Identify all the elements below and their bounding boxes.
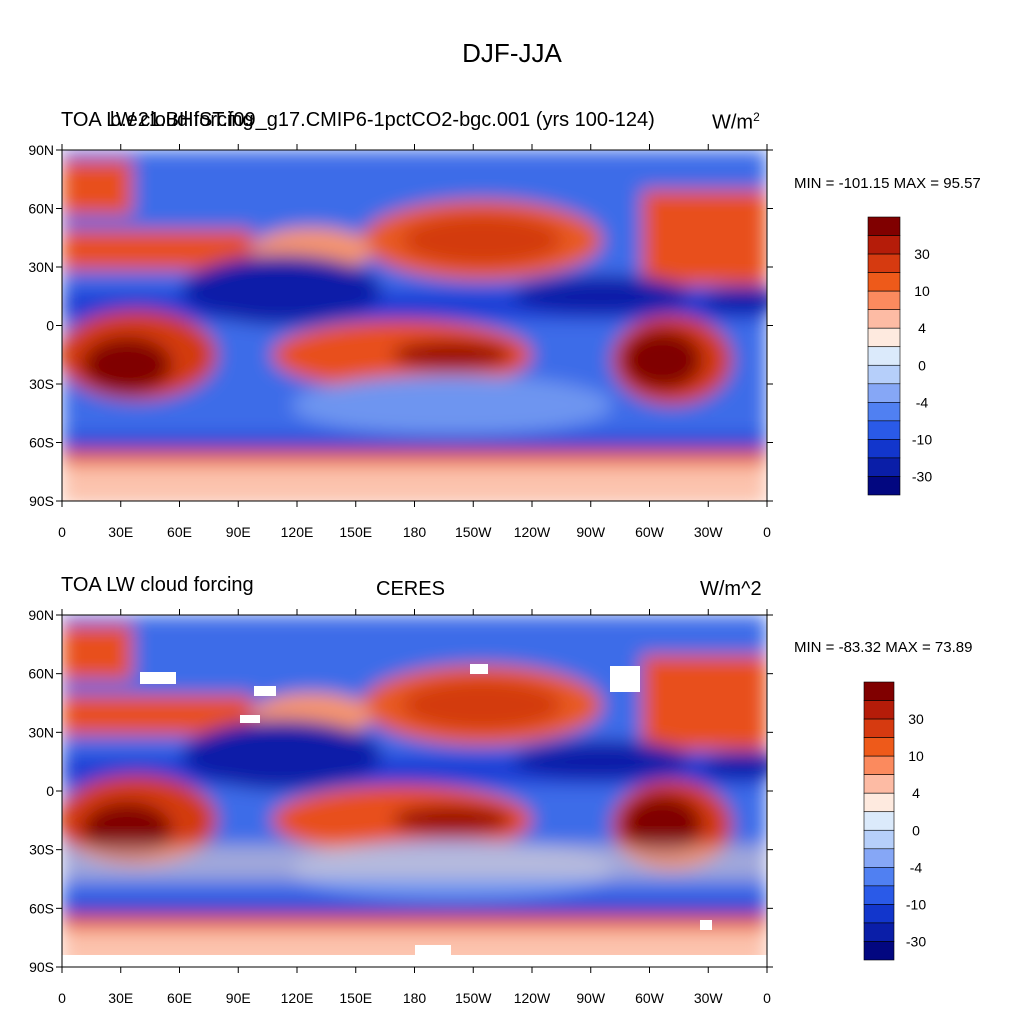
lon-tick-label: 30W (694, 990, 724, 1006)
panel1-left-title: TOA LW cloud forcing (61, 109, 254, 131)
lon-tick-label: 90W (576, 524, 606, 540)
lat-tick-label: 30N (28, 724, 54, 740)
figure-title: DJF-JJA (462, 38, 562, 68)
lon-tick-label: 120W (514, 990, 551, 1006)
panel2-map (62, 615, 767, 967)
colorbar-swatch (867, 290, 901, 310)
colorbar-swatch (867, 364, 901, 385)
lon-tick-label: 120E (281, 990, 314, 1006)
lat-tick-label: 60N (28, 201, 54, 217)
lon-tick-label: 150E (339, 524, 372, 540)
colorbar-label: 10 (914, 283, 930, 299)
colorbar-swatch (863, 867, 895, 887)
panel2-min-max: MIN = -83.32 MAX = 73.89 (794, 639, 973, 656)
lat-tick-label: 60N (28, 666, 54, 682)
lat-tick-label: 90S (29, 493, 54, 509)
colorbar-swatch (863, 737, 895, 757)
lon-tick-label: 150W (455, 990, 492, 1006)
lat-tick-label: 0 (46, 783, 54, 799)
lon-tick-label: 60E (167, 990, 192, 1006)
colorbar-swatch (867, 457, 901, 477)
lon-tick-label: 180 (403, 524, 427, 540)
lon-tick-label: 0 (58, 524, 66, 540)
colorbar-swatch (867, 383, 901, 403)
lon-tick-label: 150W (455, 524, 492, 540)
lon-tick-label: 60E (167, 524, 192, 540)
colorbar-swatch (863, 922, 895, 942)
lon-tick-label: 30W (694, 524, 724, 540)
colorbar-swatch (863, 904, 895, 924)
panel2-center-title: CERES (376, 578, 445, 600)
colorbar-swatch (863, 941, 895, 961)
colorbar-swatch (867, 327, 901, 348)
colorbar-swatch (867, 309, 901, 329)
colorbar-swatch (863, 718, 895, 738)
lat-tick-label: 30S (29, 376, 54, 392)
lon-tick-label: 60W (635, 990, 665, 1006)
colorbar-label: -10 (906, 896, 926, 912)
colorbar-label: 4 (912, 785, 920, 801)
panel1-min-max: MIN = -101.15 MAX = 95.57 (794, 175, 981, 192)
lon-tick-label: 120E (281, 524, 314, 540)
lat-tick-label: 30S (29, 842, 54, 858)
colorbar-swatch (867, 253, 901, 273)
colorbar-swatch (863, 792, 895, 813)
lon-tick-label: 30E (108, 990, 133, 1006)
lon-tick-label: 120W (514, 524, 551, 540)
lon-tick-label: 0 (58, 990, 66, 1006)
lon-tick-label: 150E (339, 990, 372, 1006)
lat-tick-label: 60S (29, 900, 54, 916)
colorbar-swatch (863, 755, 895, 775)
lon-tick-label: 0 (763, 990, 771, 1006)
colorbar-swatch (867, 272, 901, 292)
colorbar-swatch (863, 774, 895, 794)
colorbar-swatch (867, 439, 901, 459)
colorbar-label: -30 (906, 933, 926, 949)
colorbar-label: -4 (916, 394, 929, 410)
colorbar-label: 4 (918, 320, 926, 336)
panel2-units: W/m^2 (700, 578, 762, 600)
lon-tick-label: 60W (635, 524, 665, 540)
colorbar-swatch (863, 829, 895, 850)
colorbar-swatch (863, 681, 895, 701)
colorbar-label: 0 (918, 357, 926, 373)
colorbar-label: 30 (908, 711, 924, 727)
lon-tick-label: 30E (108, 524, 133, 540)
colorbar-label: 10 (908, 748, 924, 764)
lat-tick-label: 90N (28, 142, 54, 158)
colorbar-swatch (867, 476, 901, 496)
colorbar-swatch (863, 885, 895, 905)
panel1-center-title: b.e21.BHIST.f09_g17.CMIP6-1pctCO2-bgc.00… (110, 109, 655, 131)
colorbar-label: 0 (912, 822, 920, 838)
lat-tick-label: 60S (29, 435, 54, 451)
colorbar-swatch (867, 402, 901, 422)
panel2-left-title: TOA LW cloud forcing (61, 574, 254, 596)
lon-tick-label: 90E (226, 524, 251, 540)
colorbar-swatch (863, 811, 895, 831)
colorbar-label: -30 (912, 468, 932, 484)
colorbar-swatch (867, 346, 901, 366)
colorbar-label: -4 (910, 859, 923, 875)
colorbar-label: -10 (912, 431, 932, 447)
panel1-units: W/m2 (712, 110, 760, 134)
colorbar-swatch (863, 848, 895, 868)
colorbar-swatch (867, 235, 901, 255)
colorbar-swatch (867, 420, 901, 440)
lat-tick-label: 90N (28, 607, 54, 623)
lon-tick-label: 90E (226, 990, 251, 1006)
lat-tick-label: 30N (28, 259, 54, 275)
lat-tick-label: 90S (29, 959, 54, 975)
colorbar-swatch (863, 700, 895, 720)
lon-tick-label: 180 (403, 990, 427, 1006)
colorbar-label: 30 (914, 246, 930, 262)
colorbar-swatch (867, 216, 901, 236)
lon-tick-label: 0 (763, 524, 771, 540)
lon-tick-label: 90W (576, 990, 606, 1006)
lat-tick-label: 0 (46, 318, 54, 334)
panel1-map (62, 150, 767, 501)
